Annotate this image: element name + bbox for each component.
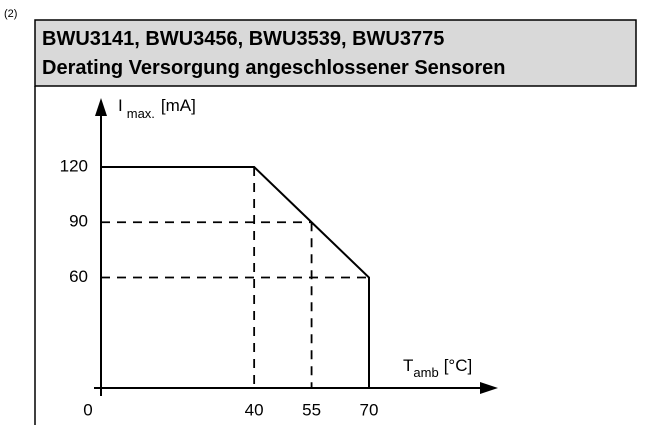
y-tick-label: 90 <box>69 212 88 231</box>
x-tick-label: 55 <box>302 400 321 419</box>
x-tick-label: 40 <box>245 400 264 419</box>
y-tick-label: 60 <box>69 267 88 286</box>
x-tick-label: 0 <box>83 400 92 419</box>
x-axis-arrow <box>480 382 498 394</box>
header-box <box>34 19 637 87</box>
y-axis-arrow <box>95 98 107 116</box>
x-axis-label: Tamb [°C] <box>403 356 472 380</box>
chart-title: BWU3141, BWU3456, BWU3539, BWU3775 <box>42 28 444 50</box>
chart-subtitle: Derating Versorgung angeschlossener Sens… <box>42 57 505 79</box>
data-line <box>101 166 370 388</box>
figure-number: (2) <box>4 8 17 20</box>
y-tick-label: 120 <box>60 156 88 175</box>
x-tick-label: 70 <box>360 400 379 419</box>
